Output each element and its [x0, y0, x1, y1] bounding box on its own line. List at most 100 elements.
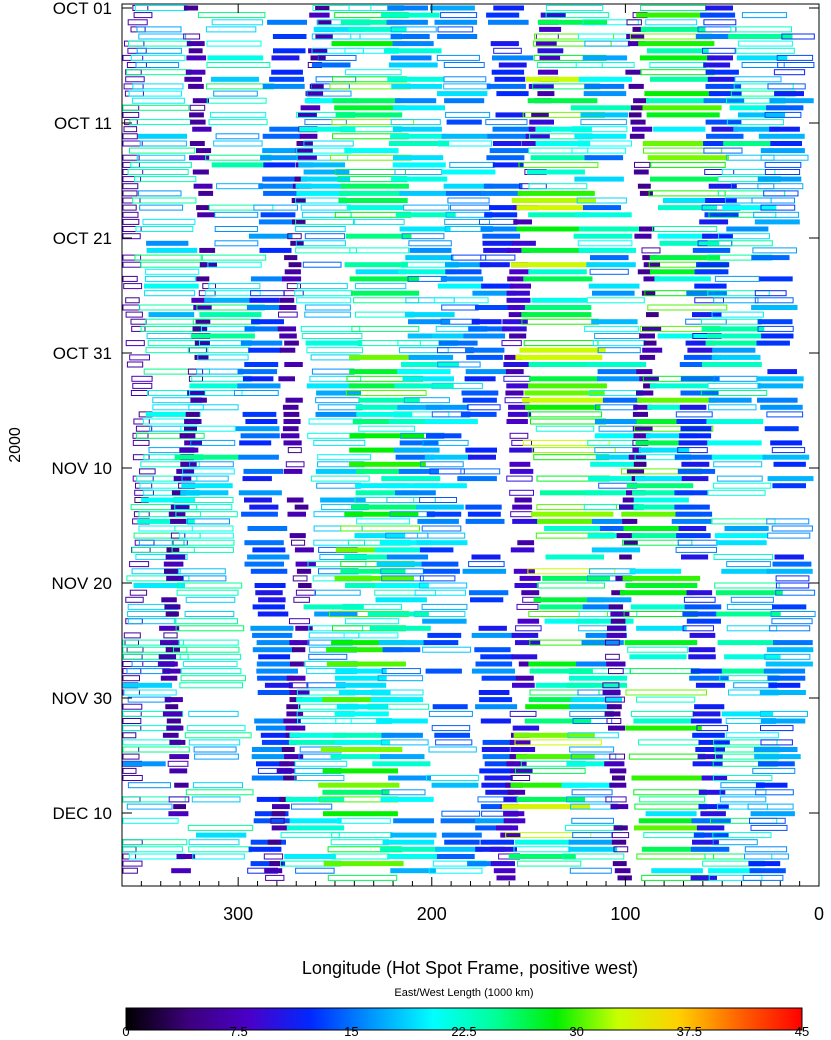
- feature-open: [122, 54, 144, 61]
- y-tick-label: DEC 10: [52, 804, 112, 823]
- feature-filled: [481, 747, 510, 752]
- feature-filled: [382, 839, 435, 845]
- feature-filled: [633, 169, 649, 175]
- feature-open: [122, 169, 144, 175]
- feature-open: [342, 603, 403, 610]
- feature-filled: [279, 305, 297, 310]
- feature-filled: [335, 112, 403, 118]
- feature-filled: [257, 690, 295, 695]
- x-tick-label: 200: [417, 904, 447, 924]
- feature-open: [183, 33, 201, 40]
- feature-open: [682, 625, 714, 632]
- feature-open: [711, 311, 764, 318]
- feature-open: [313, 539, 365, 546]
- feature-filled: [677, 468, 716, 474]
- feature-open: [127, 696, 172, 703]
- feature-filled: [693, 832, 729, 838]
- feature-open: [704, 853, 773, 860]
- feature-open: [597, 347, 641, 354]
- feature-open: [138, 304, 203, 311]
- feature-filled: [514, 497, 532, 503]
- feature-filled: [250, 625, 294, 631]
- feature-filled: [582, 604, 624, 610]
- feature-open: [485, 119, 528, 126]
- feature-filled: [638, 818, 712, 824]
- feature-filled: [573, 233, 633, 239]
- feature-open: [730, 26, 793, 33]
- feature-open: [420, 461, 464, 468]
- feature-filled: [566, 682, 627, 688]
- feature-filled: [282, 276, 302, 282]
- feature-open: [133, 511, 150, 518]
- feature-open: [122, 111, 140, 118]
- feature-open: [170, 532, 186, 539]
- feature-open: [754, 290, 787, 297]
- feature-filled: [315, 411, 358, 417]
- feature-open: [640, 69, 715, 76]
- feature-open: [677, 447, 708, 454]
- feature-filled: [488, 19, 529, 25]
- feature-open: [129, 119, 191, 126]
- feature-filled: [649, 255, 720, 261]
- feature-open: [345, 618, 400, 625]
- feature-filled: [495, 112, 526, 118]
- feature-open: [760, 725, 794, 732]
- feature-open: [179, 653, 242, 660]
- feature-filled: [583, 205, 621, 211]
- feature-open: [130, 390, 149, 396]
- feature-filled: [437, 34, 478, 39]
- feature-filled: [690, 875, 717, 881]
- feature-filled: [169, 739, 186, 745]
- feature-open: [580, 119, 627, 126]
- feature-open: [308, 632, 360, 639]
- feature-open: [753, 211, 800, 218]
- feature-filled: [491, 69, 525, 75]
- feature-open: [135, 226, 194, 232]
- feature-open: [296, 297, 352, 304]
- feature-filled: [705, 198, 737, 203]
- feature-filled: [332, 732, 394, 738]
- feature-filled: [537, 48, 564, 54]
- feature-filled: [388, 419, 449, 424]
- feature-open: [571, 789, 613, 796]
- feature-filled: [697, 754, 723, 760]
- feature-filled: [244, 561, 284, 567]
- feature-filled: [262, 176, 301, 182]
- feature-filled: [489, 148, 529, 154]
- feature-filled: [633, 404, 652, 410]
- feature-filled: [642, 105, 722, 111]
- feature-filled: [760, 148, 805, 154]
- feature-filled: [508, 312, 528, 318]
- feature-filled: [472, 290, 516, 296]
- feature-filled: [431, 333, 481, 339]
- feature-filled: [467, 511, 501, 517]
- feature-open: [122, 176, 142, 183]
- feature-open: [181, 668, 242, 675]
- feature-filled: [349, 433, 425, 439]
- feature-filled: [708, 868, 762, 874]
- feature-open: [349, 247, 410, 254]
- feature-open: [206, 40, 262, 47]
- feature-open: [353, 218, 405, 225]
- feature-filled: [370, 697, 424, 703]
- feature-filled: [258, 219, 300, 225]
- feature-filled: [527, 169, 585, 175]
- feature-filled: [542, 575, 610, 581]
- feature-filled: [760, 718, 806, 724]
- feature-filled: [767, 369, 797, 375]
- feature-open: [763, 190, 799, 197]
- feature-filled: [171, 490, 187, 496]
- feature-filled: [622, 518, 638, 524]
- feature-filled: [173, 804, 186, 810]
- feature-filled: [391, 176, 448, 182]
- feature-open: [716, 475, 763, 482]
- feature-open: [133, 532, 201, 539]
- feature-open: [187, 824, 254, 831]
- feature-filled: [446, 119, 482, 125]
- feature-filled: [380, 846, 441, 852]
- feature-filled: [242, 411, 277, 417]
- feature-filled: [196, 276, 210, 282]
- feature-open: [354, 497, 415, 503]
- feature-filled: [242, 376, 274, 382]
- feature-filled: [409, 247, 452, 253]
